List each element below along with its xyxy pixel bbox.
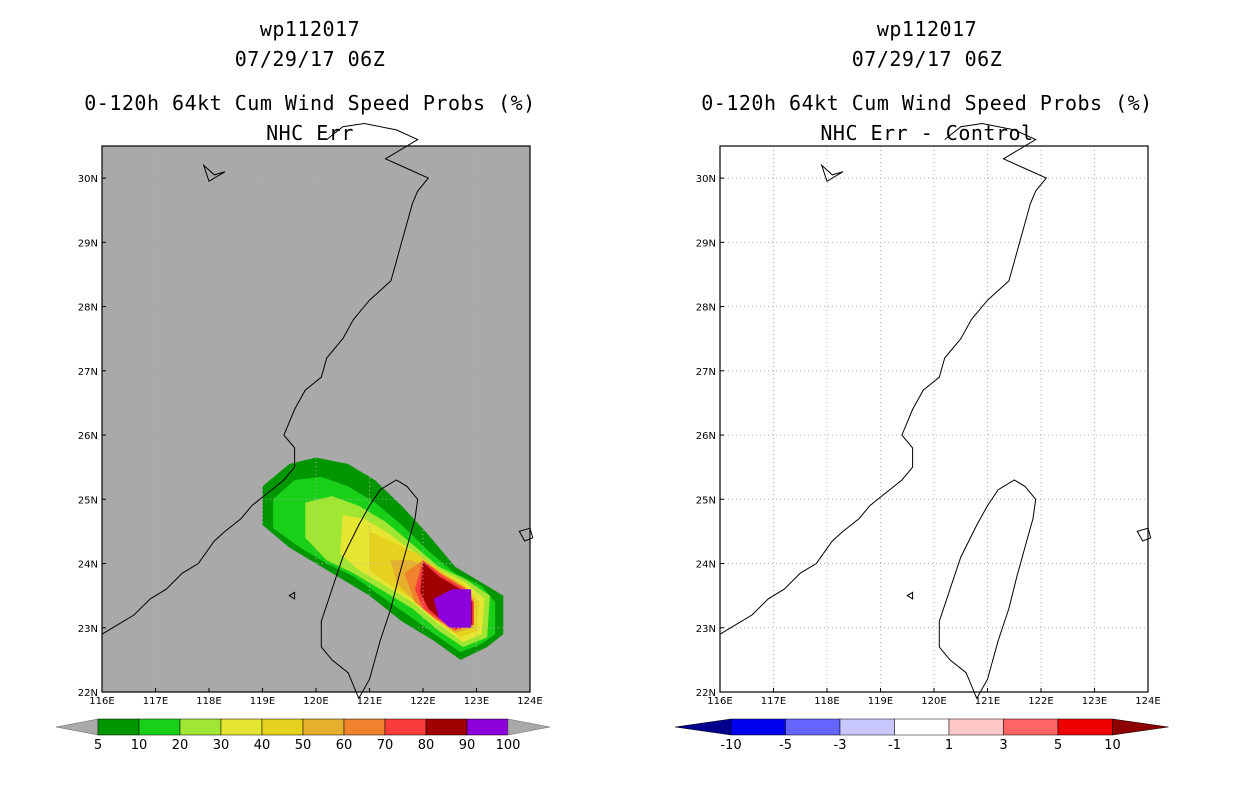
colorbar-label: 50 [295,738,312,753]
colorbar-swatch [97,718,140,736]
left-chart-subtitle: NHC Err [266,121,354,145]
x-tick-label: 120E [921,696,946,707]
colorbar-label: 80 [418,738,435,753]
colorbar-swatch [785,718,841,736]
colorbar-label: -5 [779,738,792,753]
colorbar-label: -10 [720,738,741,753]
y-tick-label: 26N [696,431,716,442]
colorbar-swatch [220,718,263,736]
colorbar-label: -3 [834,738,847,753]
y-tick-label: 22N [78,688,98,699]
colorbar-label: 3 [999,738,1007,753]
colorbar-label: 1 [945,738,953,753]
colorbar-swatch [894,718,950,736]
colorbar-swatch [138,718,181,736]
x-tick-label: 118E [196,696,221,707]
colorbar-low-arrow [55,718,99,736]
coastline-island-east [1136,527,1152,542]
y-tick-label: 28N [696,303,716,314]
coastline-island-north [202,163,226,183]
colorbar-swatch [343,718,386,736]
coastline-taiwan [320,479,419,700]
x-tick-label: 124E [1135,696,1160,707]
x-tick-label: 117E [761,696,786,707]
right-storm-id: wp112017 [876,17,978,41]
colorbar-label: -1 [888,738,901,753]
y-tick-label: 29N [78,238,98,249]
y-tick-label: 24N [78,560,98,571]
coastline-island-small [906,591,914,600]
colorbar-swatch [302,718,345,736]
left-probability-map: 116E 117E 118E 119E 120E 121E 122E 123E 124E 22N 2… [55,122,551,753]
x-tick-label: 124E [517,696,542,707]
y-tick-label: 23N [696,624,716,635]
y-tick-label: 27N [696,367,716,378]
x-tick-label: 123E [1082,696,1107,707]
x-tick-label: 120E [303,696,328,707]
colorbar-label: 70 [377,738,394,753]
colorbar-label: 5 [94,738,102,753]
right-difference-map: 116E 117E 118E 119E 120E 121E 122E 123E 124E 22N 2… [674,122,1169,753]
colorbar-swatch [384,718,427,736]
y-tick-label: 24N [696,560,716,571]
y-tick-label: 25N [696,495,716,506]
colorbar-label: 100 [496,738,521,753]
left-storm-id: wp112017 [259,17,361,41]
coastline-island-north [820,163,844,183]
y-tick-label: 22N [696,688,716,699]
coastline-mainland [719,122,1048,635]
x-tick-label: 121E [975,696,1000,707]
colorbar-label: 90 [459,738,476,753]
colorbar-high-arrow [507,718,551,736]
colorbar-swatch [948,718,1004,736]
colorbar-label: 60 [336,738,353,753]
colorbar-label: 30 [213,738,230,753]
colorbar-swatch [179,718,222,736]
x-tick-label: 122E [410,696,435,707]
colorbar-swatch [425,718,468,736]
y-tick-label: 30N [696,174,716,185]
y-tick-label: 26N [78,431,98,442]
colorbar-label: 10 [131,738,148,753]
y-tick-label: 28N [78,303,98,314]
colorbar-swatch [730,718,786,736]
x-tick-label: 122E [1028,696,1053,707]
colorbar-label: 5 [1054,738,1062,753]
right-chart-title: 0-120h 64kt Cum Wind Speed Probs (%) [701,91,1153,115]
coastline-island-east [518,527,534,542]
x-tick-label: 116E [707,696,732,707]
colorbar-swatch [261,718,304,736]
x-tick-label: 121E [357,696,382,707]
right-chart-subtitle: NHC Err - Control [820,121,1034,145]
coastline-mainland [101,122,430,635]
right-datetime: 07/29/17 06Z [851,47,1003,71]
x-tick-label: 118E [814,696,839,707]
x-tick-label: 119E [868,696,893,707]
x-tick-label: 123E [464,696,489,707]
colorbar-label: 40 [254,738,271,753]
colorbar-swatch [466,718,509,736]
y-tick-label: 30N [78,174,98,185]
coastline-island-small [288,591,296,600]
colorbar-low-arrow [674,718,732,736]
colorbar-high-arrow [1112,718,1169,736]
colorbar-swatch [1003,718,1059,736]
y-tick-label: 27N [78,367,98,378]
y-tick-label: 25N [78,495,98,506]
colorbar-label: 20 [172,738,189,753]
left-chart-title: 0-120h 64kt Cum Wind Speed Probs (%) [84,91,536,115]
coastline-taiwan [938,479,1037,700]
prob-region-90-100 [433,589,472,628]
y-tick-label: 23N [78,624,98,635]
x-tick-label: 119E [250,696,275,707]
x-tick-label: 117E [143,696,168,707]
x-tick-label: 116E [89,696,114,707]
colorbar-label: 10 [1104,738,1121,753]
colorbar-swatch [839,718,895,736]
colorbar-swatch [1057,718,1113,736]
y-tick-label: 29N [696,238,716,249]
left-datetime: 07/29/17 06Z [234,47,386,71]
